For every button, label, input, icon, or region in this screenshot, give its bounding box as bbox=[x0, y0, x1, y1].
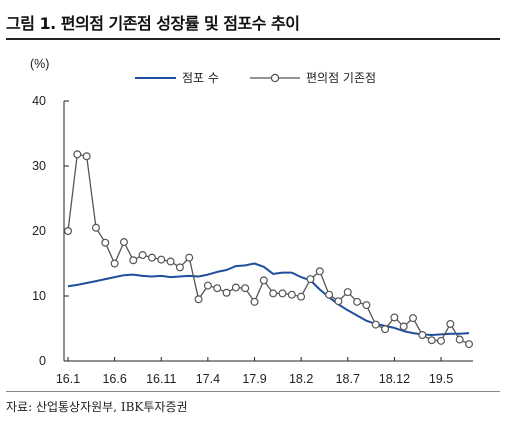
series-line-existing-store bbox=[67, 153, 470, 345]
data-point-existing-store bbox=[399, 322, 408, 331]
x-tick-label: 18.7 bbox=[336, 372, 360, 386]
data-point-existing-store bbox=[437, 336, 446, 345]
x-tick-label: 17.9 bbox=[242, 372, 266, 386]
y-tick-label: 20 bbox=[32, 224, 46, 238]
x-tick-label: 18.12 bbox=[379, 372, 410, 386]
data-point-existing-store bbox=[427, 336, 436, 345]
data-point-existing-store bbox=[110, 259, 119, 268]
data-point-existing-store bbox=[222, 288, 231, 297]
data-point-existing-store bbox=[166, 257, 175, 266]
data-point-existing-store bbox=[315, 267, 324, 276]
data-point-existing-store bbox=[287, 290, 296, 299]
axes: 0 10 20 30 40 16.1 16.6 16.11 17.4 17.9 18.2 18.7 18… bbox=[32, 94, 473, 386]
y-tick-label: 40 bbox=[32, 94, 46, 108]
data-point-existing-store bbox=[297, 292, 306, 301]
x-tick-label: 16.6 bbox=[102, 372, 126, 386]
chart-title: 그림 1. 편의점 기존점 성장률 및 점포수 추이 bbox=[6, 14, 300, 33]
data-point-existing-store bbox=[213, 284, 222, 293]
source-note: 자료: 산업통상자원부, IBK투자증권 bbox=[6, 400, 188, 414]
data-point-existing-store bbox=[446, 319, 455, 328]
series-line-store-count bbox=[67, 262, 470, 336]
legend-label-store-count: 점포 수 bbox=[182, 71, 219, 85]
x-tick-label: 18.2 bbox=[289, 372, 313, 386]
data-point-existing-store bbox=[147, 253, 156, 262]
data-point-existing-store bbox=[203, 281, 212, 290]
data-point-existing-store bbox=[306, 275, 315, 284]
data-point-existing-store bbox=[63, 227, 72, 236]
data-point-existing-store bbox=[241, 284, 250, 293]
x-tick-label: 17.4 bbox=[196, 372, 220, 386]
data-point-existing-store bbox=[465, 340, 474, 349]
data-point-existing-store bbox=[175, 263, 184, 272]
data-point-existing-store bbox=[381, 325, 390, 334]
data-point-existing-store bbox=[269, 289, 278, 298]
data-point-existing-store bbox=[418, 331, 427, 340]
data-point-existing-store bbox=[250, 297, 259, 306]
legend-marker-existing-store bbox=[270, 73, 280, 83]
data-point-existing-store bbox=[91, 223, 100, 232]
data-point-existing-store bbox=[82, 152, 91, 161]
data-point-existing-store bbox=[334, 297, 343, 306]
legend-label-existing-store: 편의점 기존점 bbox=[306, 71, 376, 85]
data-point-existing-store bbox=[353, 297, 362, 306]
data-point-existing-store bbox=[157, 255, 166, 264]
x-tick-label: 19.5 bbox=[429, 372, 453, 386]
y-tick-label: 0 bbox=[39, 354, 46, 368]
data-point-existing-store bbox=[362, 301, 371, 310]
data-point-existing-store bbox=[101, 238, 110, 247]
data-point-existing-store bbox=[119, 238, 128, 247]
footer-rule bbox=[6, 391, 500, 392]
data-point-existing-store bbox=[325, 290, 334, 299]
x-tick-label: 16.1 bbox=[56, 372, 80, 386]
y-unit-label: (%) bbox=[30, 57, 49, 71]
data-point-existing-store bbox=[343, 288, 352, 297]
legend: 점포 수 편의점 기존점 bbox=[135, 71, 376, 85]
y-tick-label: 10 bbox=[32, 289, 46, 303]
data-point-existing-store bbox=[390, 313, 399, 322]
title-underline bbox=[6, 38, 500, 40]
series-layer bbox=[63, 150, 474, 349]
data-point-existing-store bbox=[259, 276, 268, 285]
data-point-existing-store bbox=[129, 256, 138, 265]
y-tick-label: 30 bbox=[32, 159, 46, 173]
data-point-existing-store bbox=[455, 335, 464, 344]
data-point-existing-store bbox=[138, 251, 147, 260]
data-point-existing-store bbox=[371, 320, 380, 329]
data-point-existing-store bbox=[185, 253, 194, 262]
data-point-existing-store bbox=[73, 150, 82, 159]
x-tick-label: 16.11 bbox=[146, 372, 176, 386]
data-point-existing-store bbox=[194, 295, 203, 304]
data-point-existing-store bbox=[278, 289, 287, 298]
data-point-existing-store bbox=[409, 314, 418, 323]
data-point-existing-store bbox=[231, 283, 240, 292]
